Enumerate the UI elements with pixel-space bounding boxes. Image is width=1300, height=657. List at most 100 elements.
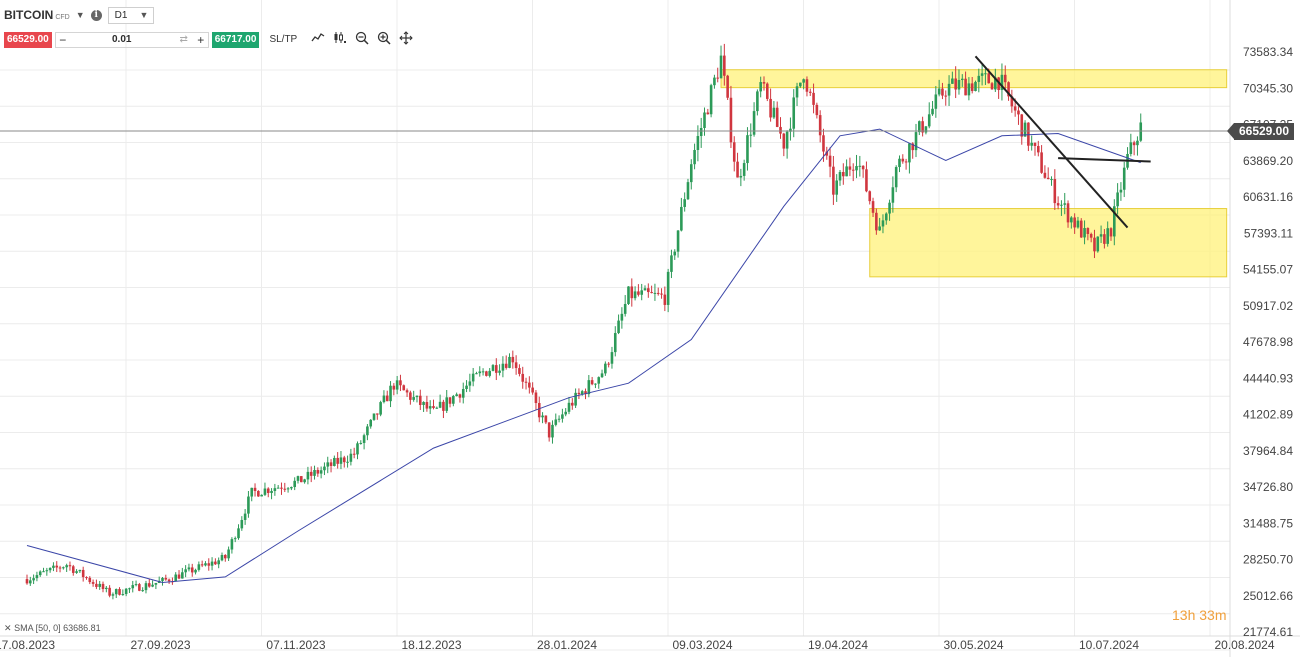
candle-body [369, 419, 373, 427]
candle-body [891, 187, 895, 203]
candle-body [709, 85, 713, 115]
candle-body [808, 91, 812, 93]
candle-body [904, 161, 908, 163]
candle-body [342, 457, 346, 463]
candle-body [908, 143, 911, 163]
symbol-name: BITCOIN [4, 8, 54, 22]
candle-body [352, 453, 356, 455]
candle-body [967, 83, 971, 96]
candle-body [964, 78, 967, 96]
indicator-legend: ✕ SMA [50, 0] 63686.81 [4, 623, 101, 634]
candle-body [296, 476, 300, 481]
trendlines [0, 55, 1230, 229]
y-tick-label: 70345.30 [1243, 81, 1293, 95]
candle-body [1023, 122, 1027, 137]
candle-body [990, 83, 994, 90]
candle-body [643, 288, 647, 291]
candle-body [825, 151, 829, 156]
candle-body [960, 78, 964, 81]
y-tick-label: 44440.93 [1243, 371, 1293, 385]
candle-body [1007, 82, 1010, 97]
increase-quantity-button[interactable]: + [197, 32, 205, 47]
y-tick-label: 34726.80 [1243, 480, 1293, 494]
candle-body [339, 457, 343, 464]
crosshair-move-icon[interactable] [395, 31, 417, 48]
candle-body [35, 575, 39, 579]
symbol-selector[interactable]: BITCOIN CFD [4, 8, 70, 22]
candle-body [95, 583, 98, 587]
candle-body [1017, 110, 1020, 115]
candle-body [385, 395, 389, 402]
candle-body [144, 583, 148, 591]
candle-body [1113, 206, 1116, 237]
candle-body [194, 569, 197, 573]
current-price-label: 66529.00 [1227, 123, 1294, 140]
quantity-input[interactable]: 0.01 [111, 33, 132, 45]
candle-body [901, 158, 905, 162]
symbol-dropdown-icon[interactable]: ▼ [75, 10, 85, 20]
swap-icon[interactable]: ⇄ [179, 34, 188, 45]
close-icon[interactable]: ✕ [4, 623, 12, 633]
candlestick-type-icon[interactable] [329, 31, 351, 48]
candle-body [134, 584, 138, 586]
candle-body [270, 490, 273, 493]
info-icon[interactable]: i [90, 9, 102, 21]
candle-body [197, 564, 201, 570]
candle-body [858, 165, 862, 167]
zoom-in-icon[interactable] [373, 31, 395, 48]
candle-body [468, 381, 472, 386]
buy-button[interactable]: 66717.00 [211, 31, 260, 48]
candle-body [531, 387, 534, 393]
candle-body [835, 180, 838, 195]
candle-body [319, 470, 323, 474]
candle-body [389, 385, 392, 402]
candle-body [620, 313, 624, 321]
candle-body [818, 115, 822, 136]
y-tick-label: 54155.07 [1243, 263, 1293, 277]
zoom-out-icon[interactable] [351, 31, 373, 48]
candle-body [775, 107, 779, 127]
candle-body [376, 413, 379, 415]
candle-body [32, 578, 35, 581]
chevron-down-icon: ▼ [139, 9, 149, 20]
candle-body [514, 362, 518, 369]
candle-body [260, 494, 263, 497]
candle-body [1079, 220, 1083, 238]
candle-body [58, 567, 62, 569]
decrease-quantity-button[interactable]: − [59, 32, 67, 47]
candle-body [48, 567, 52, 571]
candle-body [630, 286, 634, 299]
candle-body [128, 588, 131, 590]
candle-body [415, 395, 419, 398]
candle-body [713, 77, 716, 86]
candle-body [799, 82, 802, 87]
x-tick-label: 17.08.2023 [0, 638, 55, 652]
candle-body [604, 363, 607, 374]
candle-body [765, 83, 769, 99]
symbol-type: CFD [55, 14, 70, 21]
countdown-hours-unit: h [1187, 607, 1196, 623]
candle-body [402, 385, 406, 391]
candle-body [842, 172, 845, 177]
candle-body [399, 380, 402, 386]
candle-body [98, 583, 102, 587]
candle-body [749, 134, 753, 136]
candle-body [623, 303, 627, 314]
candle-body [333, 457, 336, 466]
candle-body [987, 73, 991, 84]
timeframe-selector[interactable]: D1 ▼ [107, 6, 155, 24]
candle-body [865, 169, 868, 192]
candle-body [303, 479, 306, 483]
candle-body [306, 471, 310, 480]
candle-body [316, 469, 320, 474]
y-tick-label: 63869.20 [1243, 154, 1293, 168]
candle-body [151, 584, 154, 587]
chart-type-line-icon[interactable] [307, 32, 329, 47]
candle-body [937, 88, 941, 95]
candle-body [68, 565, 72, 567]
sltp-button[interactable]: SL/TP [269, 34, 298, 45]
sell-button[interactable]: 66529.00 [4, 31, 52, 48]
sma-50-line [26, 128, 1141, 584]
candle-body [78, 569, 82, 572]
